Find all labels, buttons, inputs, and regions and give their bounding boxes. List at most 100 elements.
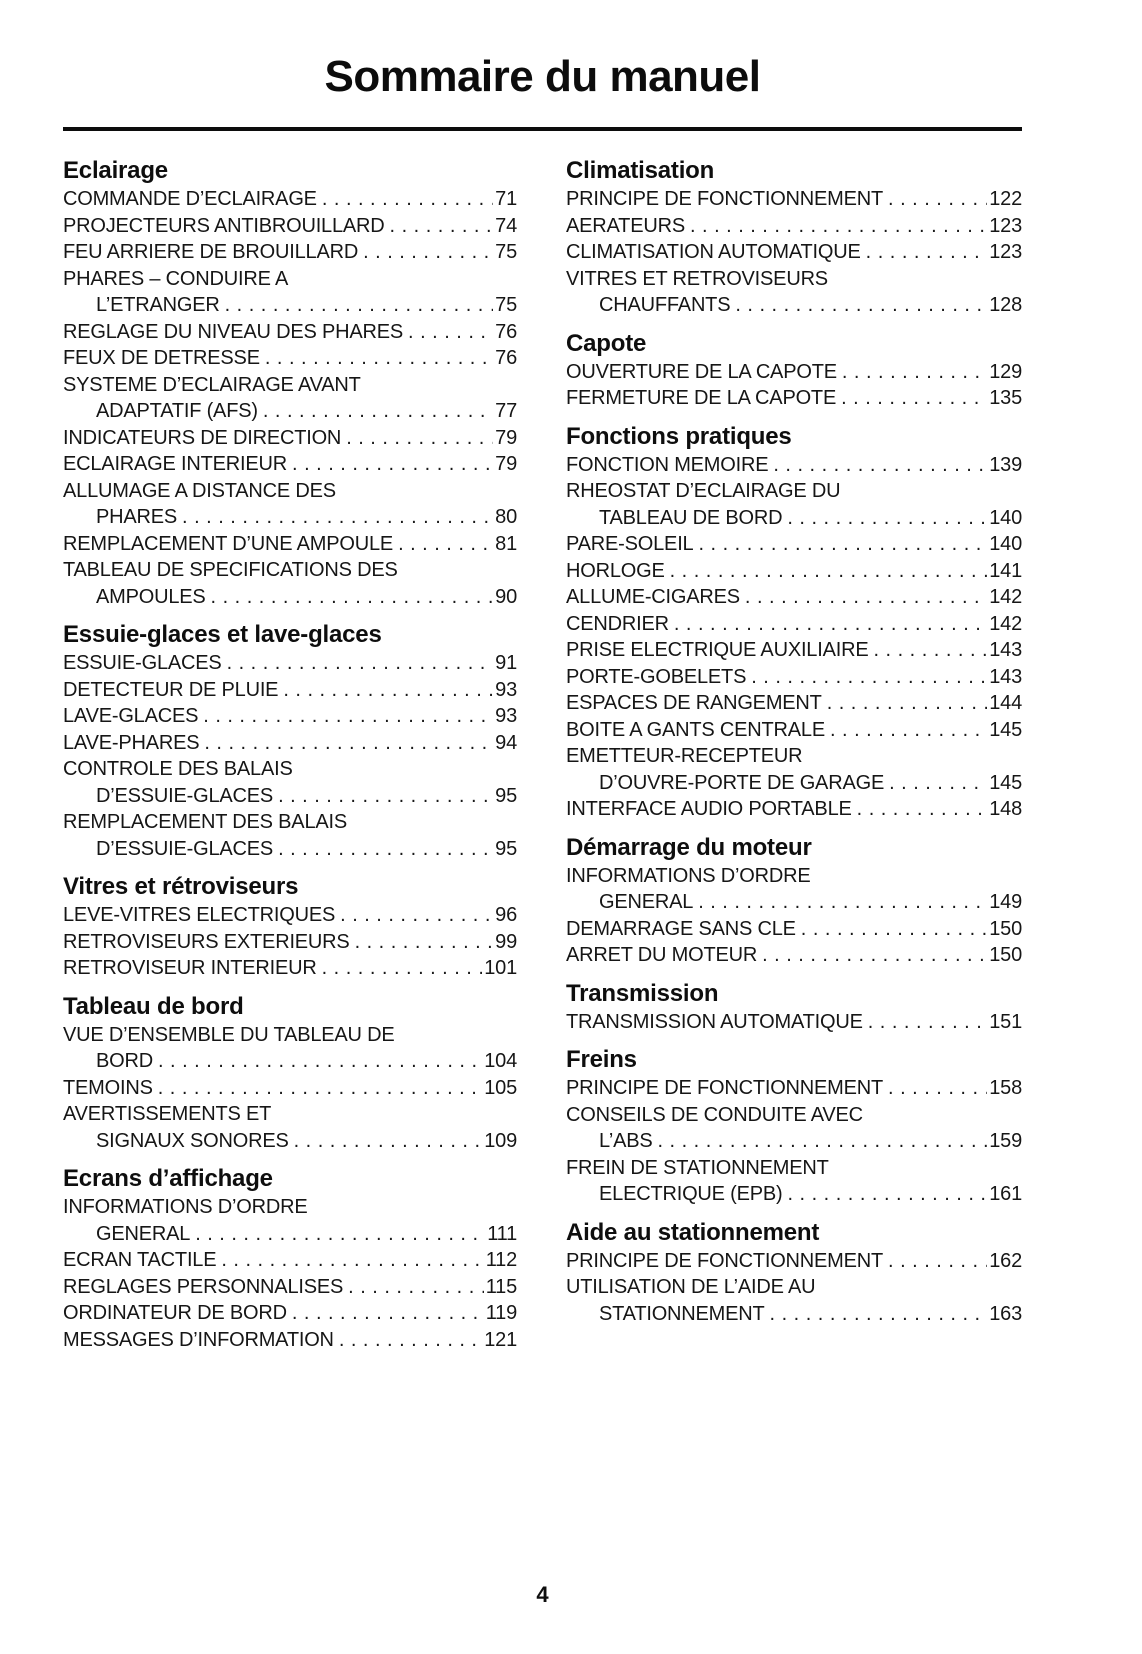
toc-entry[interactable]: INFORMATIONS D’ORDRE ...................…: [566, 863, 1022, 916]
toc-entry[interactable]: HORLOGE ................................…: [566, 558, 1022, 585]
toc-entry[interactable]: REMPLACEMENT D’UNE AMPOULE .............…: [63, 531, 517, 558]
section-entries: PRINCIPE DE FONCTIONNEMENT .............…: [566, 1075, 1022, 1208]
toc-entry[interactable]: REMPLACEMENT DES BALAIS ................…: [63, 809, 517, 862]
toc-entry[interactable]: DEMARRAGE SANS CLE .....................…: [566, 916, 1022, 943]
section-heading: Démarrage du moteur: [566, 833, 812, 861]
toc-entry[interactable]: ORDINATEUR DE BORD .....................…: [63, 1300, 517, 1327]
toc-entry[interactable]: FEUX DE DETRESSE .......................…: [63, 345, 517, 372]
entry-line-1: REGLAGE DU NIVEAU DES PHARES ...........…: [63, 319, 517, 346]
entry-line-1: TABLEAU DE SPECIFICATIONS DES ..........…: [63, 557, 517, 584]
entry-label: PRINCIPE DE FONCTIONNEMENT: [566, 1077, 884, 1099]
toc-entry[interactable]: TRANSMISSION AUTOMATIQUE ...............…: [566, 1009, 1022, 1036]
toc-entry[interactable]: PARE-SOLEIL ............................…: [566, 531, 1022, 558]
entry-label: FONCTION MEMOIRE: [566, 453, 769, 476]
entry-line-1: ORDINATEUR DE BORD .....................…: [63, 1300, 517, 1327]
toc-entry[interactable]: VITRES ET RETROVISEURS .................…: [566, 266, 1022, 319]
title-rule: [63, 127, 1022, 131]
toc-entry[interactable]: PRINCIPE DE FONCTIONNEMENT .............…: [566, 186, 1022, 213]
entry-line-1: ECLAIRAGE INTERIEUR ....................…: [63, 451, 517, 478]
toc-entry[interactable]: REGLAGE DU NIVEAU DES PHARES ...........…: [63, 319, 517, 346]
section-entries: FONCTION MEMOIRE .......................…: [566, 452, 1022, 823]
entry-line-2: GENERAL ................................…: [566, 889, 1022, 916]
section-heading: Capote: [566, 329, 647, 357]
toc-entry[interactable]: FEU ARRIERE DE BROUILLARD ..............…: [63, 239, 517, 266]
toc-entry[interactable]: FERMETURE DE LA CAPOTE .................…: [566, 385, 1022, 412]
entry-label: SYSTEME D’ECLAIRAGE AVANT: [63, 373, 361, 396]
toc-entry[interactable]: CONTROLE DES BALAIS ....................…: [63, 756, 517, 809]
toc-section: Essuie-glaces et lave-glaces ESSUIE-GLAC…: [63, 622, 517, 862]
toc-entry[interactable]: PRINCIPE DE FONCTIONNEMENT .............…: [566, 1075, 1022, 1102]
toc-entry[interactable]: UTILISATION DE L’AIDE AU ...............…: [566, 1274, 1022, 1327]
toc-entry[interactable]: TABLEAU DE SPECIFICATIONS DES ..........…: [63, 557, 517, 610]
toc-entry[interactable]: EMETTEUR-RECEPTEUR .....................…: [566, 743, 1022, 796]
dot-leader: ........................................…: [321, 957, 483, 979]
toc-entry[interactable]: FONCTION MEMOIRE .......................…: [566, 452, 1022, 479]
toc-entry[interactable]: CLIMATISATION AUTOMATIQUE ..............…: [566, 239, 1022, 266]
toc-entry[interactable]: CONSEILS DE CONDUITE AVEC ..............…: [566, 1102, 1022, 1155]
toc-entry[interactable]: PRISE ELECTRIQUE AUXILIAIRE ............…: [566, 637, 1022, 664]
toc-entry[interactable]: ESPACES DE RANGEMENT ...................…: [566, 690, 1022, 717]
entry-label: RETROVISEUR INTERIEUR: [63, 957, 317, 979]
section-heading: Eclairage: [63, 157, 168, 184]
toc-entry[interactable]: INTERFACE AUDIO PORTABLE ...............…: [566, 796, 1022, 823]
toc-entry[interactable]: SYSTEME D’ECLAIRAGE AVANT ..............…: [63, 372, 517, 425]
entry-page-number: 80: [495, 506, 517, 528]
toc-entry[interactable]: DETECTEUR DE PLUIE .....................…: [63, 677, 517, 704]
toc-entry[interactable]: ALLUME-CIGARES .........................…: [566, 584, 1022, 611]
toc-entry[interactable]: RHEOSTAT D’ECLAIRAGE DU ................…: [566, 478, 1022, 531]
section-heading: Vitres et rétroviseurs: [63, 873, 299, 900]
toc-entry[interactable]: ESSUIE-GLACES ..........................…: [63, 650, 517, 677]
entry-label: VUE D’ENSEMBLE DU TABLEAU DE: [63, 1023, 395, 1046]
toc-entry[interactable]: AERATEURS ..............................…: [566, 213, 1022, 240]
toc-entry[interactable]: MESSAGES D’INFORMATION .................…: [63, 1327, 517, 1354]
entry-label-continued: ELECTRIQUE (EPB): [599, 1183, 783, 1205]
toc-entry[interactable]: OUVERTURE DE LA CAPOTE .................…: [566, 359, 1022, 386]
toc-entry[interactable]: AVERTISSEMENTS ET ......................…: [63, 1101, 517, 1154]
toc-entry[interactable]: PROJECTEURS ANTIBROUILLARD .............…: [63, 213, 517, 240]
entry-label-continued: ADAPTATIF (AFS): [96, 400, 258, 422]
entry-line-1: FEU ARRIERE DE BROUILLARD ..............…: [63, 239, 517, 266]
toc-entry[interactable]: CENDRIER ...............................…: [566, 611, 1022, 638]
entry-page-number: 129: [989, 360, 1022, 383]
section-entries: LEVE-VITRES ELECTRIQUES ................…: [63, 902, 517, 982]
toc-entry[interactable]: VUE D’ENSEMBLE DU TABLEAU DE ...........…: [63, 1022, 517, 1075]
dot-leader: ........................................…: [338, 1328, 483, 1351]
toc-entry[interactable]: PRINCIPE DE FONCTIONNEMENT .............…: [566, 1248, 1022, 1275]
toc-entry[interactable]: RETROVISEUR INTERIEUR ..................…: [63, 955, 517, 982]
entry-page-number: 105: [484, 1076, 517, 1099]
toc-section: Capote OUVERTURE DE LA CAPOTE ..........…: [566, 329, 1022, 412]
toc-entry[interactable]: ALLUMAGE A DISTANCE DES ................…: [63, 478, 517, 531]
entry-line-1: SYSTEME D’ECLAIRAGE AVANT ..............…: [63, 372, 517, 399]
entry-line-1: REGLAGES PERSONNALISES .................…: [63, 1274, 517, 1301]
toc-entry[interactable]: COMMANDE D’ECLAIRAGE ...................…: [63, 186, 517, 213]
entry-label-continued: L’ETRANGER: [96, 294, 220, 316]
dot-leader: ........................................…: [888, 188, 987, 210]
entry-label: REMPLACEMENT D’UNE AMPOULE: [63, 532, 394, 555]
dot-leader: ........................................…: [787, 1183, 988, 1205]
toc-entry[interactable]: INFORMATIONS D’ORDRE ...................…: [63, 1194, 517, 1247]
toc-entry[interactable]: ARRET DU MOTEUR ........................…: [566, 942, 1022, 969]
entry-line-1: FEUX DE DETRESSE .......................…: [63, 345, 517, 372]
entry-page-number: 119: [485, 1302, 517, 1324]
toc-entry[interactable]: LEVE-VITRES ELECTRIQUES ................…: [63, 902, 517, 929]
toc-entry[interactable]: RETROVISEURS EXTERIEURS ................…: [63, 929, 517, 956]
toc-entry[interactable]: LAVE-GLACES ............................…: [63, 703, 517, 730]
entry-line-2: GENERAL ................................…: [63, 1221, 517, 1248]
entry-page-number: 135: [989, 387, 1022, 409]
toc-entry[interactable]: ECLAIRAGE INTERIEUR ....................…: [63, 451, 517, 478]
toc-entry[interactable]: TEMOINS ................................…: [63, 1075, 517, 1102]
toc-entry[interactable]: REGLAGES PERSONNALISES .................…: [63, 1274, 517, 1301]
dot-leader: ........................................…: [773, 453, 987, 476]
toc-entry[interactable]: LAVE-PHARES ............................…: [63, 730, 517, 757]
entry-line-2: D’ESSUIE-GLACES ........................…: [63, 836, 517, 863]
toc-entry[interactable]: FREIN DE STATIONNEMENT .................…: [566, 1155, 1022, 1208]
toc-entry[interactable]: PHARES – CONDUIRE A ....................…: [63, 266, 517, 319]
toc-entry[interactable]: INDICATEURS DE DIRECTION ...............…: [63, 425, 517, 452]
entry-label: RHEOSTAT D’ECLAIRAGE DU: [566, 480, 841, 502]
toc-section: Aide au stationnement PRINCIPE DE FONCTI…: [566, 1219, 1022, 1328]
toc-entry[interactable]: ECRAN TACTILE ..........................…: [63, 1247, 517, 1274]
entry-line-1: FERMETURE DE LA CAPOTE .................…: [566, 385, 1022, 412]
toc-entry[interactable]: BOITE A GANTS CENTRALE .................…: [566, 717, 1022, 744]
toc-entry[interactable]: PORTE-GOBELETS .........................…: [566, 664, 1022, 691]
entry-line-1: LEVE-VITRES ELECTRIQUES ................…: [63, 902, 517, 929]
